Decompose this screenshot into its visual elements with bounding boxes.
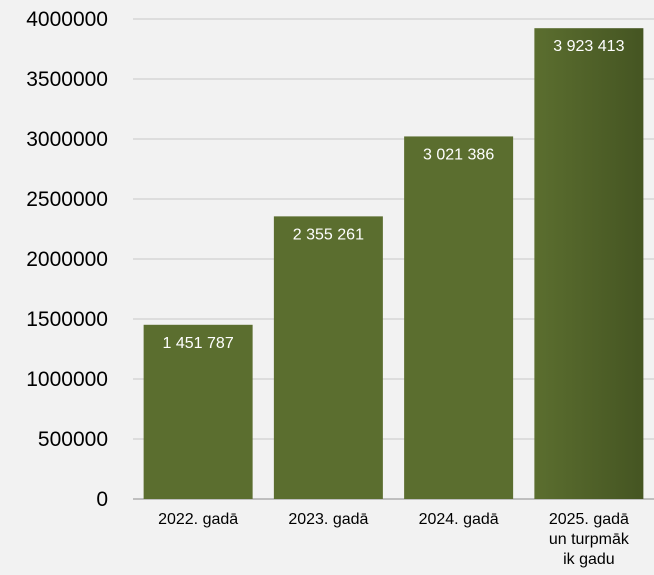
y-tick-label: 1500000 <box>26 308 108 331</box>
y-tick-label: 2000000 <box>26 248 108 271</box>
data-label: 2 355 261 <box>293 226 364 243</box>
bar <box>534 28 644 500</box>
data-labels: 1 451 787 2 355 261 3 021 386 3 923 413 <box>163 38 625 352</box>
x-tick-label: 2023. gadā <box>288 511 368 528</box>
x-tick-label: 2025. gadā un turpmāk ik gadu <box>549 511 630 568</box>
bar <box>273 216 383 499</box>
x-axis-tick-labels: 2022. gadā 2023. gadā 2024. gadā 2025. gadā… <box>158 511 630 568</box>
y-tick-label: 500000 <box>38 428 108 451</box>
y-tick-label: 3500000 <box>26 68 108 91</box>
x-tick-label: 2022. gadā <box>158 511 238 528</box>
x-tick-label: 2024. gadā <box>419 511 499 528</box>
data-label: 1 451 787 <box>163 335 234 352</box>
bars <box>143 28 644 500</box>
y-tick-label: 4000000 <box>26 8 108 31</box>
y-tick-label: 1000000 <box>26 368 108 391</box>
bar <box>143 324 253 499</box>
y-tick-label: 2500000 <box>26 188 108 211</box>
data-label: 3 923 413 <box>553 38 624 55</box>
bar <box>404 136 514 499</box>
y-axis-tick-labels: 0 500000 1000000 1500000 2000000 2500000 30000… <box>26 8 108 511</box>
y-tick-label: 0 <box>96 488 108 511</box>
y-tick-label: 3000000 <box>26 128 108 151</box>
data-label: 3 021 386 <box>423 146 494 163</box>
